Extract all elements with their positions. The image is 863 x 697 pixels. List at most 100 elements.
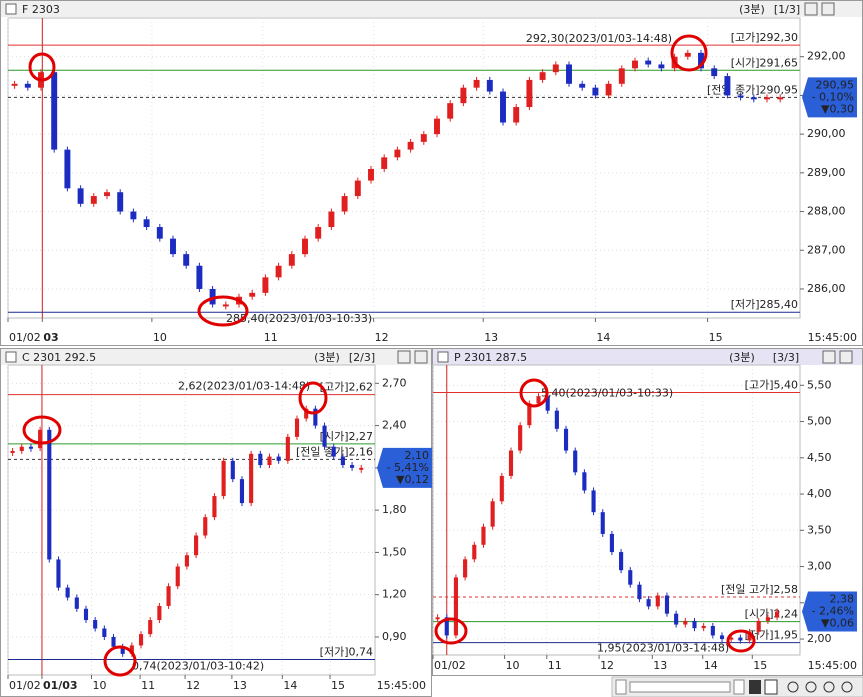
x-tick-label: 10: [153, 331, 167, 344]
zoom-reset[interactable]: [823, 681, 835, 693]
candle: [645, 60, 652, 65]
panel-frame: [0, 0, 863, 346]
candle: [222, 304, 229, 307]
panel-checkbox[interactable]: [5, 351, 17, 363]
y-tick-label: 1,50: [382, 545, 407, 558]
candle: [64, 149, 71, 189]
highlight-circle: [28, 52, 56, 82]
candle: [407, 141, 414, 150]
highlight-circle: [434, 617, 468, 645]
x-tick-label: 01/02: [9, 679, 41, 692]
x-tick-label: 15: [709, 331, 723, 344]
y-tick-label: 289,00: [807, 166, 846, 179]
candle: [111, 636, 116, 647]
candle: [302, 238, 308, 255]
settings[interactable]: [841, 681, 853, 693]
highlight-circle: [670, 34, 708, 72]
candle: [513, 107, 520, 123]
candle: [447, 103, 454, 119]
candle: [249, 453, 254, 504]
x-tick-label: 13: [653, 659, 667, 672]
candle: [156, 227, 163, 239]
panel-period: (3분): [739, 3, 765, 16]
candle: [209, 288, 216, 305]
candle: [354, 180, 361, 197]
candle: [527, 403, 532, 426]
play-button[interactable]: [764, 679, 778, 695]
panel-header: [1, 349, 431, 365]
scrollbar[interactable]: [629, 681, 731, 693]
candle: [435, 617, 440, 620]
candle: [420, 134, 427, 142]
candle: [526, 79, 533, 108]
y-tick-label: 290,00: [807, 127, 846, 140]
chart-panel: P 2301 287.5(3분)[3/3]2,002,503,003,504,0…: [432, 348, 863, 676]
candle: [508, 450, 514, 476]
candle: [566, 64, 572, 84]
panel-header: [433, 349, 862, 365]
candle: [239, 479, 245, 504]
candle: [328, 211, 335, 228]
candle: [539, 72, 546, 80]
candle: [434, 118, 440, 135]
candle: [138, 634, 144, 646]
y-tick-label: 3,00: [807, 560, 832, 573]
panel-period: (3분): [729, 351, 755, 364]
level-label: [고가]5,40: [745, 379, 798, 392]
candle: [573, 450, 578, 473]
panel-checkbox[interactable]: [437, 351, 449, 363]
candle: [304, 408, 309, 419]
candle: [120, 646, 125, 654]
scroll-left[interactable]: [615, 679, 627, 695]
candle: [609, 533, 614, 553]
candle: [579, 83, 586, 88]
x-tick-label: 10: [92, 679, 106, 692]
price-box-text: - 2,46%: [812, 605, 854, 618]
zoom-in[interactable]: [787, 681, 799, 693]
candle: [102, 628, 107, 637]
time-label: 15:45:00: [377, 679, 426, 692]
y-tick-label: 2,00: [807, 632, 832, 645]
panel-maximize[interactable]: [397, 350, 411, 364]
x-tick-label: 03: [43, 331, 58, 344]
y-tick-label: 0,90: [382, 630, 407, 643]
candle: [93, 620, 98, 629]
candle: [737, 95, 744, 98]
panel-close[interactable]: [414, 350, 428, 364]
candle: [473, 79, 480, 88]
panel-close[interactable]: [839, 350, 853, 364]
candle: [490, 501, 495, 527]
panel-page: [1/3]: [774, 3, 800, 16]
y-tick-label: 288,00: [807, 205, 846, 218]
candle: [591, 490, 596, 513]
candle: [313, 408, 318, 426]
panel-checkbox[interactable]: [5, 3, 17, 15]
candle: [552, 64, 559, 73]
stop-button[interactable]: [749, 680, 761, 694]
candle: [38, 429, 43, 449]
panel-maximize[interactable]: [804, 2, 818, 16]
candle: [545, 396, 550, 411]
y-tick-label: 2,40: [382, 419, 407, 432]
scroll-right[interactable]: [733, 679, 745, 695]
panel-close[interactable]: [821, 2, 835, 16]
price-box-text: - 5,41%: [387, 461, 429, 474]
time-label: 15:45:00: [808, 659, 857, 672]
candle: [221, 460, 226, 497]
candle: [554, 410, 559, 429]
panel-period: (3분): [314, 351, 340, 364]
highlight-circle: [298, 381, 328, 415]
y-tick-label: 1,20: [382, 588, 407, 601]
candle: [170, 238, 176, 255]
panel-title: F 2303: [22, 3, 60, 16]
chart-panel: F 2303 (3분) [1/3] 286,00 287,00 288,00 289,00 2…: [0, 0, 863, 346]
panel-maximize[interactable]: [822, 350, 836, 364]
level-label: [저가]285,40: [731, 298, 798, 311]
extreme-annotation: 5,40(2023/01/03-10:33): [541, 387, 673, 400]
zoom-out[interactable]: [805, 681, 817, 693]
level-label: [고가]2,62: [320, 381, 373, 394]
candle: [698, 52, 704, 69]
level-label: [시가]2,27: [320, 430, 373, 443]
price-box-text: ▼0,06: [821, 617, 854, 630]
price-box-text: 2,38: [830, 593, 855, 606]
